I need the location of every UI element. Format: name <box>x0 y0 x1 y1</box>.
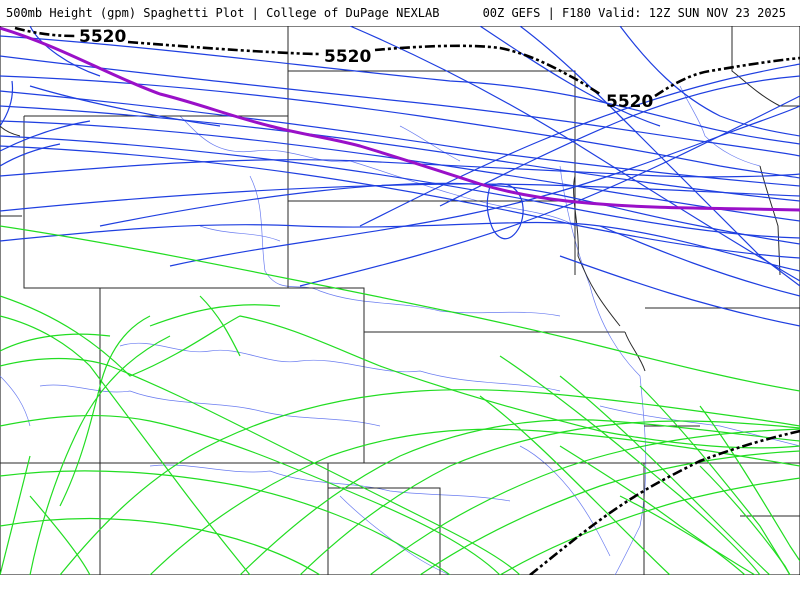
blue-member-contours <box>0 26 800 327</box>
spaghetti-map: 5520 5520 5520 <box>0 26 800 575</box>
map-footer <box>0 575 800 600</box>
contour-label-5520: 5520 <box>324 47 371 67</box>
purple-member-contour <box>0 26 800 212</box>
contour-label-5520: 5520 <box>606 92 653 112</box>
state-borders-layer <box>0 26 800 575</box>
valid-time-title: 00Z GEFS | F180 Valid: 12Z SUN NOV 23 20… <box>482 6 786 20</box>
plot-title: 500mb Height (gpm) Spaghetti Plot | Coll… <box>6 6 440 20</box>
mean-contours <box>14 26 800 575</box>
map-header: 500mb Height (gpm) Spaghetti Plot | Coll… <box>0 0 800 26</box>
green-member-contours <box>0 225 800 575</box>
contour-label-5520: 5520 <box>79 27 126 47</box>
